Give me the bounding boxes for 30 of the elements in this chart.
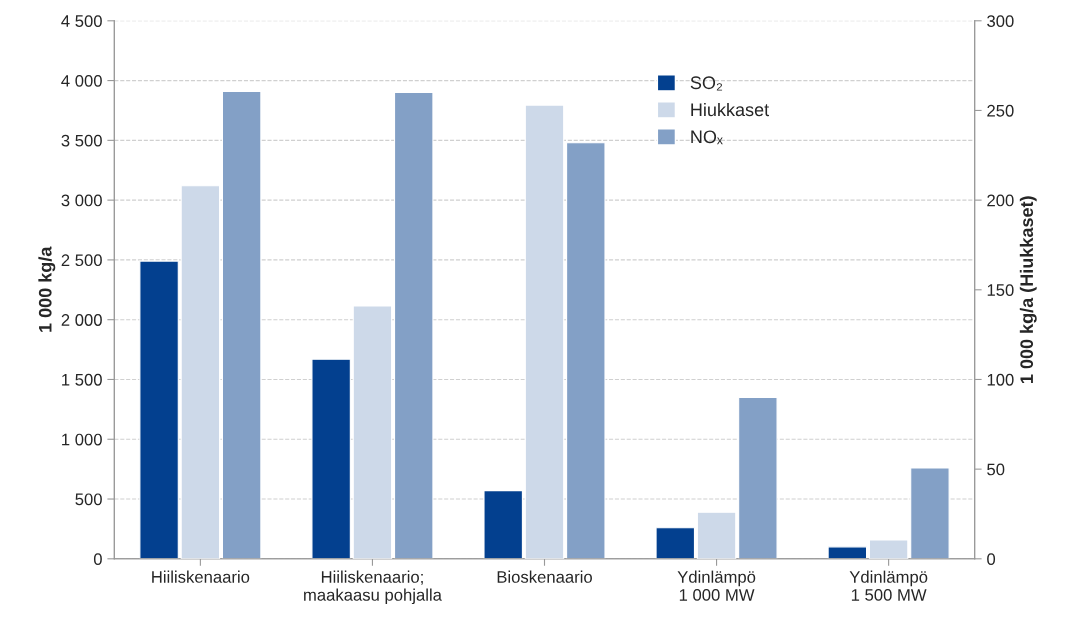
- y2-tick-label: 250: [987, 104, 1014, 117]
- bar: [910, 467, 950, 559]
- y2-tick-label: 50: [987, 463, 1005, 476]
- y2-tick-label: 200: [987, 194, 1014, 207]
- y-tick-label: 1 000: [62, 433, 102, 446]
- legend-label: SO₂: [690, 76, 723, 91]
- y-tick-label: 2 000: [61, 314, 102, 326]
- x-tick-label: Ydinlämpö 1 000 MW: [677, 570, 756, 601]
- x-tick-label: Bioskenaario: [497, 570, 592, 583]
- y2-axis-title: 1 000 kg/a (Hiukkaset): [1019, 196, 1037, 383]
- y2-tick-label: 300: [987, 15, 1014, 27]
- y-axis-title: 1 000 kg/a: [38, 246, 56, 332]
- y2-tick-label: 150: [987, 284, 1014, 296]
- y-tick-label: 4 000: [61, 74, 102, 87]
- legend-label: Hiukkaset: [691, 102, 770, 117]
- x-tick-label: Hiiliskenaario: [152, 570, 250, 583]
- x-tick-label: Hiiliskenaario; maakaasu pohjalla: [304, 570, 442, 605]
- y-tick-label: 4 500: [61, 15, 102, 27]
- y-tick-label: 1 500: [62, 373, 102, 386]
- y2-tick-label: 0: [987, 553, 996, 566]
- y-tick-label: 3 500: [61, 134, 102, 147]
- y-tick-label: 3 000: [61, 194, 102, 207]
- y-tick-label: 2 500: [61, 254, 102, 267]
- bar: [483, 490, 523, 559]
- y-tick-label: 500: [75, 493, 102, 506]
- x-tick-label: Ydinlämpö 1 500 MW: [849, 570, 928, 601]
- legend-label: NOₓ: [691, 130, 723, 145]
- y2-tick-label: 100: [987, 373, 1014, 386]
- y-tick-label: 0: [93, 553, 102, 566]
- bar: [738, 396, 778, 559]
